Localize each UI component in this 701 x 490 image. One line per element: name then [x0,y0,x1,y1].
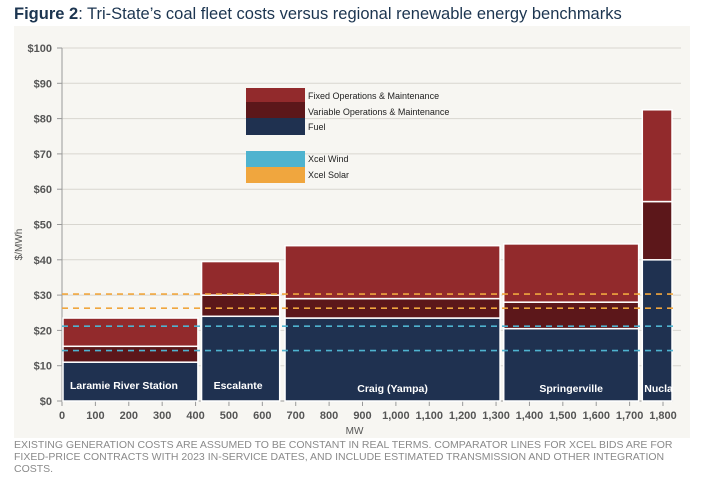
bar-segment-fuel [284,317,501,402]
bar-label: Nucla [644,383,673,395]
x-tick-label: 1,600 [582,410,610,422]
bar-label: Laramie River Station [70,380,178,392]
bar-segment-variable-om [641,200,673,261]
bar-segment-fixed-om [502,243,640,303]
y-tick-label: $50 [34,220,52,232]
x-tick-label: 600 [253,410,271,422]
x-tick-label: 1,300 [482,410,510,422]
legend-swatch [246,102,305,118]
bar-segment-variable-om [62,345,199,363]
x-axis-label: MW [346,426,364,437]
bar-segment-fixed-om [62,317,199,348]
figure-label: Figure 2 [14,5,79,23]
x-tick-label: 1,400 [516,410,544,422]
x-tick-label: 1,000 [382,410,410,422]
x-tick-label: 200 [120,410,138,422]
x-tick-label: 500 [220,410,238,422]
legend-swatch [246,151,305,167]
x-tick-label: 400 [186,410,204,422]
x-tick-label: 0 [59,410,65,422]
y-tick-label: $100 [28,43,52,55]
x-tick-label: 1,800 [649,410,677,422]
bar-label: Craig (Yampa) [357,383,428,395]
x-tick-label: 1,100 [416,410,444,422]
legend-swatch [246,118,305,135]
y-tick-label: $30 [34,290,52,302]
y-tick-label: $60 [34,184,52,196]
x-tick-label: 1,700 [616,410,644,422]
x-tick-label: 1,500 [549,410,577,422]
bar-segment-variable-om [200,294,281,318]
bar-segment-fixed-om [200,260,281,296]
x-tick-label: 1,200 [449,410,477,422]
bar-segment-fixed-om [284,244,501,300]
y-tick-label: $0 [40,396,52,408]
y-tick-label: $90 [34,78,52,90]
bar-segment-fuel [641,259,673,402]
bar-label: Escalante [214,380,263,392]
chart: $0 $10 $20 $30 $40 $50 $60 $70 $80 $90 $100 0 100 200… [14,43,682,437]
y-tick-label: $70 [34,149,52,161]
x-tick-label: 900 [353,410,371,422]
legend-swatch [246,88,305,104]
bar-segment-fixed-om [641,109,673,203]
y-tick-label: $10 [34,361,52,373]
x-tick-label: 300 [153,410,171,422]
footnote: EXISTING GENERATION COSTS ARE ASSUMED TO… [14,439,673,475]
legend-label: Fuel [308,122,326,132]
legend-swatch [246,167,305,183]
x-tick-label: 100 [86,410,104,422]
x-tick-label: 700 [287,410,305,422]
y-axis-label: $/MWh [14,229,25,261]
legend-label: Xcel Wind [308,154,349,164]
y-tick-label: $40 [34,255,52,267]
bar-segment-variable-om [502,301,640,330]
bar-label: Springerville [539,383,603,395]
x-tick-label: 800 [320,410,338,422]
title-text: : Tri-State’s coal fleet costs versus re… [78,5,622,23]
chart-title: Figure 2: Tri-State’s coal fleet costs v… [14,5,622,24]
legend-label: Fixed Operations & Maintenance [308,91,439,101]
y-tick-label: $20 [34,325,52,337]
legend-label: Xcel Solar [308,170,349,180]
y-tick-label: $80 [34,114,52,126]
legend-label: Variable Operations & Maintenance [308,107,449,117]
bar-segment-fuel [200,315,281,402]
